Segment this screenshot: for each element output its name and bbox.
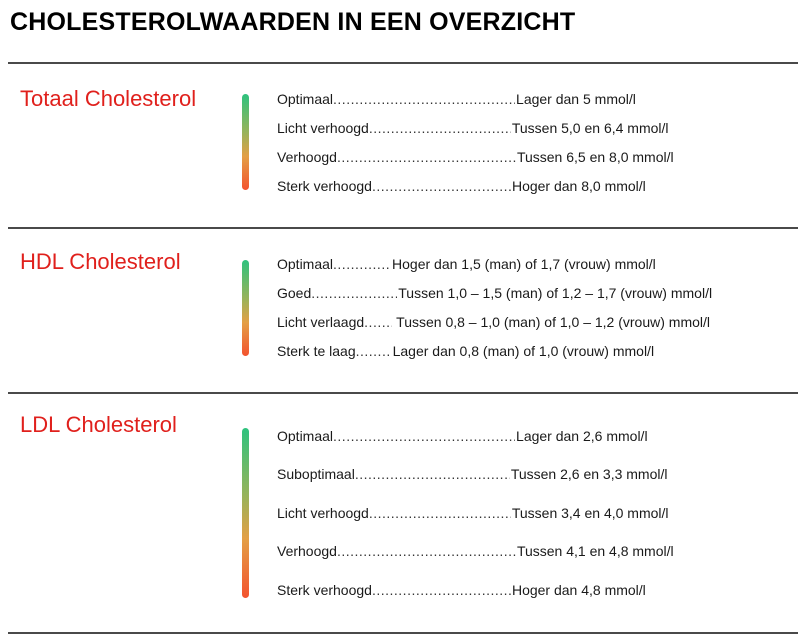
range-label: Licht verhoogd [277, 505, 369, 521]
range-row: Sterk verhoogd Hoger dan 8,0 mmol/l [277, 178, 646, 194]
range-value: Tussen 6,5 en 8,0 mmol/l [516, 149, 674, 165]
range-value: Tussen 4,1 en 4,8 mmol/l [516, 543, 674, 559]
section-title-totaal: Totaal Cholesterol [20, 86, 197, 111]
leader-dots [356, 343, 392, 359]
range-row: Licht verhoogd Tussen 5,0 en 6,4 mmol/l [277, 120, 669, 136]
section-title-hdl: HDL Cholesterol [20, 249, 181, 274]
range-label: Sterk te laag [277, 343, 356, 359]
range-label: Licht verlaagd [277, 314, 365, 330]
range-value: Hoger dan 8,0 mmol/l [511, 178, 646, 194]
leader-dots [372, 178, 511, 194]
leader-dots [333, 256, 391, 272]
range-label: Sterk verhoogd [277, 582, 372, 598]
leader-dots [369, 120, 511, 136]
leader-dots [364, 314, 392, 330]
range-label: Goed [277, 285, 312, 301]
range-value: Lager dan 2,6 mmol/l [516, 428, 648, 444]
gradient-scale-bar [242, 94, 249, 190]
range-value: Lager dan 0,8 (man) of 1,0 (vrouw) mmol/… [392, 343, 655, 359]
gradient-scale-bar [242, 260, 249, 356]
range-row: Optimaal Hoger dan 1,5 (man) of 1,7 (vro… [277, 256, 656, 272]
leader-dots [369, 505, 511, 521]
range-row: Verhoogd Tussen 4,1 en 4,8 mmol/l [277, 543, 674, 559]
range-value: Hoger dan 4,8 mmol/l [511, 582, 646, 598]
divider-top [8, 62, 798, 64]
page-title: CHOLESTEROLWAARDEN IN EEN OVERZICHT [10, 8, 576, 36]
section-title-ldl: LDL Cholesterol [20, 412, 177, 437]
range-label: Verhoogd [277, 149, 337, 165]
range-row: Sterk verhoogd Hoger dan 4,8 mmol/l [277, 582, 646, 598]
range-row: Optimaal Lager dan 5 mmol/l [277, 91, 636, 107]
leader-dots [333, 91, 515, 107]
leader-dots [337, 149, 516, 165]
range-label: Optimaal [277, 91, 334, 107]
divider-bottom [8, 632, 798, 634]
leader-dots [372, 582, 511, 598]
leader-dots [333, 428, 515, 444]
range-label: Suboptimaal [277, 466, 355, 482]
leader-dots [355, 466, 510, 482]
range-row: Suboptimaal Tussen 2,6 en 3,3 mmol/l [277, 466, 668, 482]
range-value: Hoger dan 1,5 (man) of 1,7 (vrouw) mmol/… [392, 256, 656, 272]
range-value: Tussen 3,4 en 4,0 mmol/l [511, 505, 669, 521]
divider [8, 392, 798, 394]
range-label: Optimaal [277, 428, 334, 444]
range-row: Licht verlaagd Tussen 0,8 – 1,0 (man) of… [277, 314, 710, 330]
range-label: Licht verhoogd [277, 120, 369, 136]
range-value: Tussen 2,6 en 3,3 mmol/l [510, 466, 668, 482]
gradient-scale-bar [242, 428, 249, 598]
range-value: Tussen 5,0 en 6,4 mmol/l [511, 120, 669, 136]
range-row: Optimaal Lager dan 2,6 mmol/l [277, 428, 648, 444]
range-value: Lager dan 5 mmol/l [516, 91, 636, 107]
range-row: Verhoogd Tussen 6,5 en 8,0 mmol/l [277, 149, 674, 165]
range-value: Tussen 1,0 – 1,5 (man) of 1,2 – 1,7 (vro… [398, 285, 713, 301]
range-row: Goed Tussen 1,0 – 1,5 (man) of 1,2 – 1,7… [277, 285, 712, 301]
range-value: Tussen 0,8 – 1,0 (man) of 1,0 – 1,2 (vro… [396, 314, 711, 330]
range-label: Sterk verhoogd [277, 178, 372, 194]
range-row: Licht verhoogd Tussen 3,4 en 4,0 mmol/l [277, 505, 669, 521]
leader-dots [337, 543, 516, 559]
range-row: Sterk te laag Lager dan 0,8 (man) of 1,0… [277, 343, 654, 359]
leader-dots [311, 285, 397, 301]
range-label: Verhoogd [277, 543, 337, 559]
divider [8, 227, 798, 229]
range-label: Optimaal [277, 256, 334, 272]
